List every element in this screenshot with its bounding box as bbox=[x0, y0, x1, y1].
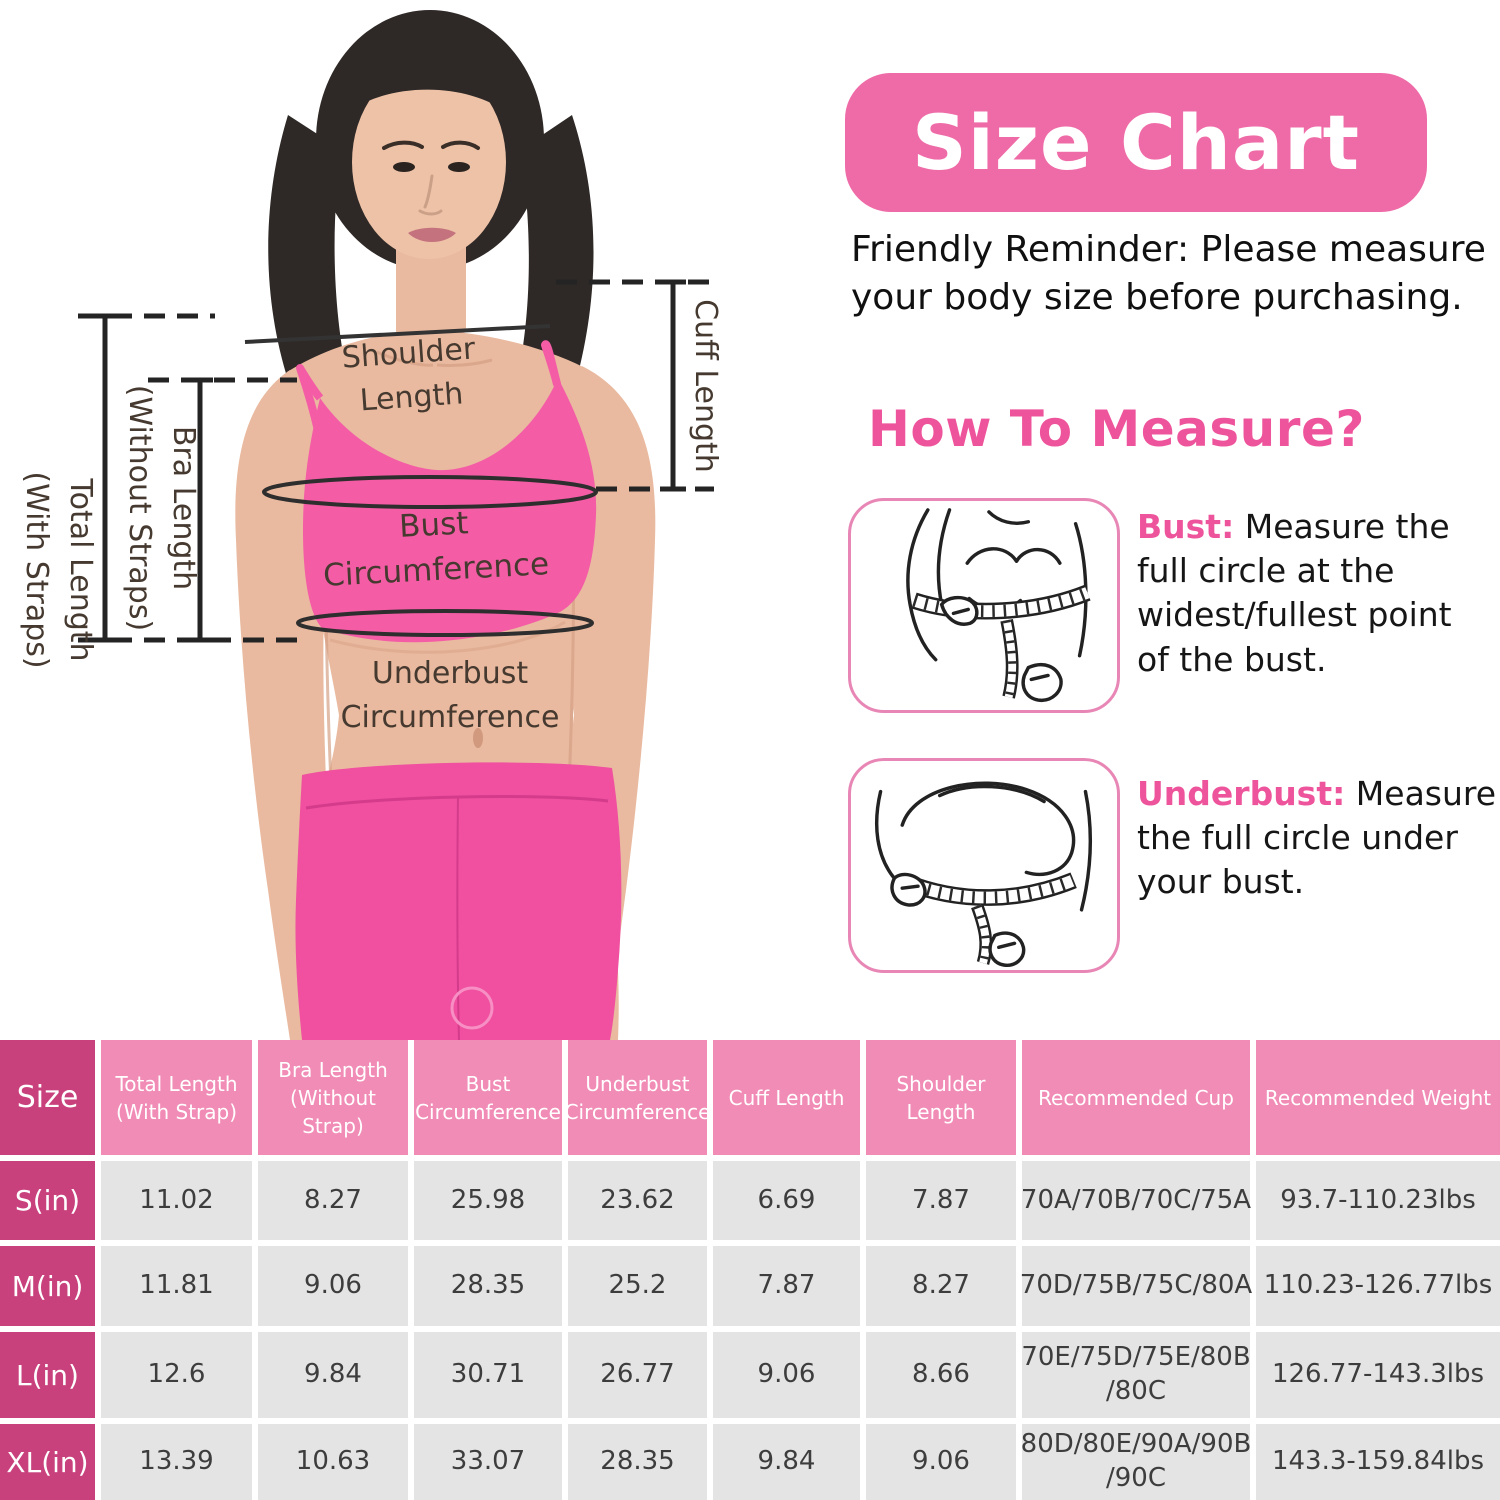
model-illustration bbox=[78, 10, 714, 1040]
bust-illustration bbox=[848, 498, 1120, 713]
table-cell: 110.23-126.77lbs bbox=[1256, 1246, 1500, 1326]
table-header-cell: Recommended Weight bbox=[1256, 1040, 1500, 1155]
table-cell: 80D/80E/90A/90B /90C bbox=[1021, 1424, 1251, 1500]
underbust-instruction-label: Underbust: bbox=[1137, 774, 1346, 813]
underbust-measure-sketch bbox=[874, 781, 1093, 967]
table-cell: 26.77 bbox=[568, 1332, 707, 1418]
table-cell: 7.87 bbox=[713, 1246, 860, 1326]
table-cell: 70D/75B/75C/80A bbox=[1020, 1246, 1252, 1326]
table-cell: 9.84 bbox=[713, 1424, 860, 1500]
table-cell: 9.06 bbox=[258, 1246, 408, 1326]
label-bra-length: Bra Length (Without Straps) bbox=[122, 384, 202, 632]
sports-bra bbox=[296, 340, 597, 654]
measurement-overlay bbox=[78, 279, 714, 643]
table-header-cell: Bra Length (Without Strap) bbox=[258, 1040, 408, 1155]
table-cell: 9.06 bbox=[866, 1424, 1016, 1500]
table-cell: 8.27 bbox=[258, 1161, 408, 1240]
table-cell: 28.35 bbox=[568, 1424, 707, 1500]
table-row-label: S(in) bbox=[0, 1161, 95, 1240]
underbust-instruction: Underbust: Measure the full circle under… bbox=[1137, 772, 1500, 905]
label-underbust-circumference: Underbust Circumference bbox=[340, 656, 560, 735]
table-corner-header: Size bbox=[0, 1040, 95, 1155]
table-cell: 6.69 bbox=[713, 1161, 860, 1240]
table-cell: 25.2 bbox=[568, 1246, 707, 1326]
label-total-length: Total Length (With Straps) bbox=[19, 471, 99, 669]
underbust-illustration bbox=[848, 758, 1120, 973]
table-cell: 11.02 bbox=[101, 1161, 252, 1240]
table-cell: 11.81 bbox=[101, 1246, 252, 1326]
table-cell: 93.7-110.23lbs bbox=[1256, 1161, 1500, 1240]
table-cell: 143.3-159.84lbs bbox=[1256, 1424, 1500, 1500]
table-cell: 33.07 bbox=[414, 1424, 562, 1500]
underbust-instruction-text: Measure the full circle under your bust. bbox=[1137, 774, 1497, 902]
table-cell: 7.87 bbox=[866, 1161, 1016, 1240]
table-cell: 13.39 bbox=[101, 1424, 252, 1500]
table-header-cell: Bust Circumference bbox=[414, 1040, 562, 1155]
table-cell: 8.66 bbox=[866, 1332, 1016, 1418]
leggings bbox=[295, 762, 622, 1040]
table-header-cell: Cuff Length bbox=[713, 1040, 860, 1155]
table-cell: 23.62 bbox=[568, 1161, 707, 1240]
size-chart-badge: Size Chart bbox=[845, 73, 1427, 212]
bust-instruction-label: Bust: bbox=[1137, 507, 1235, 546]
table-cell: 9.84 bbox=[258, 1332, 408, 1418]
model-photo: Total Length (With Straps) Bra Length (W… bbox=[0, 0, 810, 1040]
bust-measure-sketch bbox=[906, 508, 1091, 702]
table-cell: 12.6 bbox=[101, 1332, 252, 1418]
navel bbox=[473, 728, 483, 748]
table-cell: 8.27 bbox=[866, 1246, 1016, 1326]
table-cell: 25.98 bbox=[414, 1161, 562, 1240]
label-bust-circumference: Bust Circumference bbox=[322, 505, 550, 594]
table-cell: 9.06 bbox=[713, 1332, 860, 1418]
table-row-label: XL(in) bbox=[0, 1424, 95, 1500]
table-row-label: L(in) bbox=[0, 1332, 95, 1418]
table-header-cell: Recommended Cup bbox=[1022, 1040, 1250, 1155]
size-table: Size Total Length (With Strap) Bra Length … bbox=[0, 1040, 1500, 1500]
size-chart-title: Size Chart bbox=[911, 98, 1360, 187]
table-header-cell: Total Length (With Strap) bbox=[101, 1040, 252, 1155]
label-shoulder-length: Shoulder Length bbox=[340, 331, 477, 419]
table-cell: 10.63 bbox=[258, 1424, 408, 1500]
reminder-text: Friendly Reminder: Please measure your b… bbox=[851, 229, 1486, 319]
table-cell: 28.35 bbox=[414, 1246, 562, 1326]
how-to-measure-heading: How To Measure? bbox=[868, 400, 1365, 458]
table-row-label: M(in) bbox=[0, 1246, 95, 1326]
table-cell: 126.77-143.3lbs bbox=[1256, 1332, 1500, 1418]
face bbox=[352, 30, 510, 259]
table-cell: 70A/70B/70C/75A bbox=[1021, 1161, 1251, 1240]
table-header-cell: Shoulder Length bbox=[866, 1040, 1016, 1155]
bust-instruction-text: Measure the full circle at the widest/fu… bbox=[1137, 507, 1452, 679]
table-header-cell: Underbust Circumference bbox=[565, 1040, 710, 1155]
bust-instruction: Bust: Measure the full circle at the wid… bbox=[1137, 505, 1500, 682]
table-cell: 30.71 bbox=[414, 1332, 562, 1418]
table-cell: 70E/75D/75E/80B /80C bbox=[1021, 1332, 1251, 1418]
label-cuff-length: Cuff Length bbox=[688, 299, 723, 473]
